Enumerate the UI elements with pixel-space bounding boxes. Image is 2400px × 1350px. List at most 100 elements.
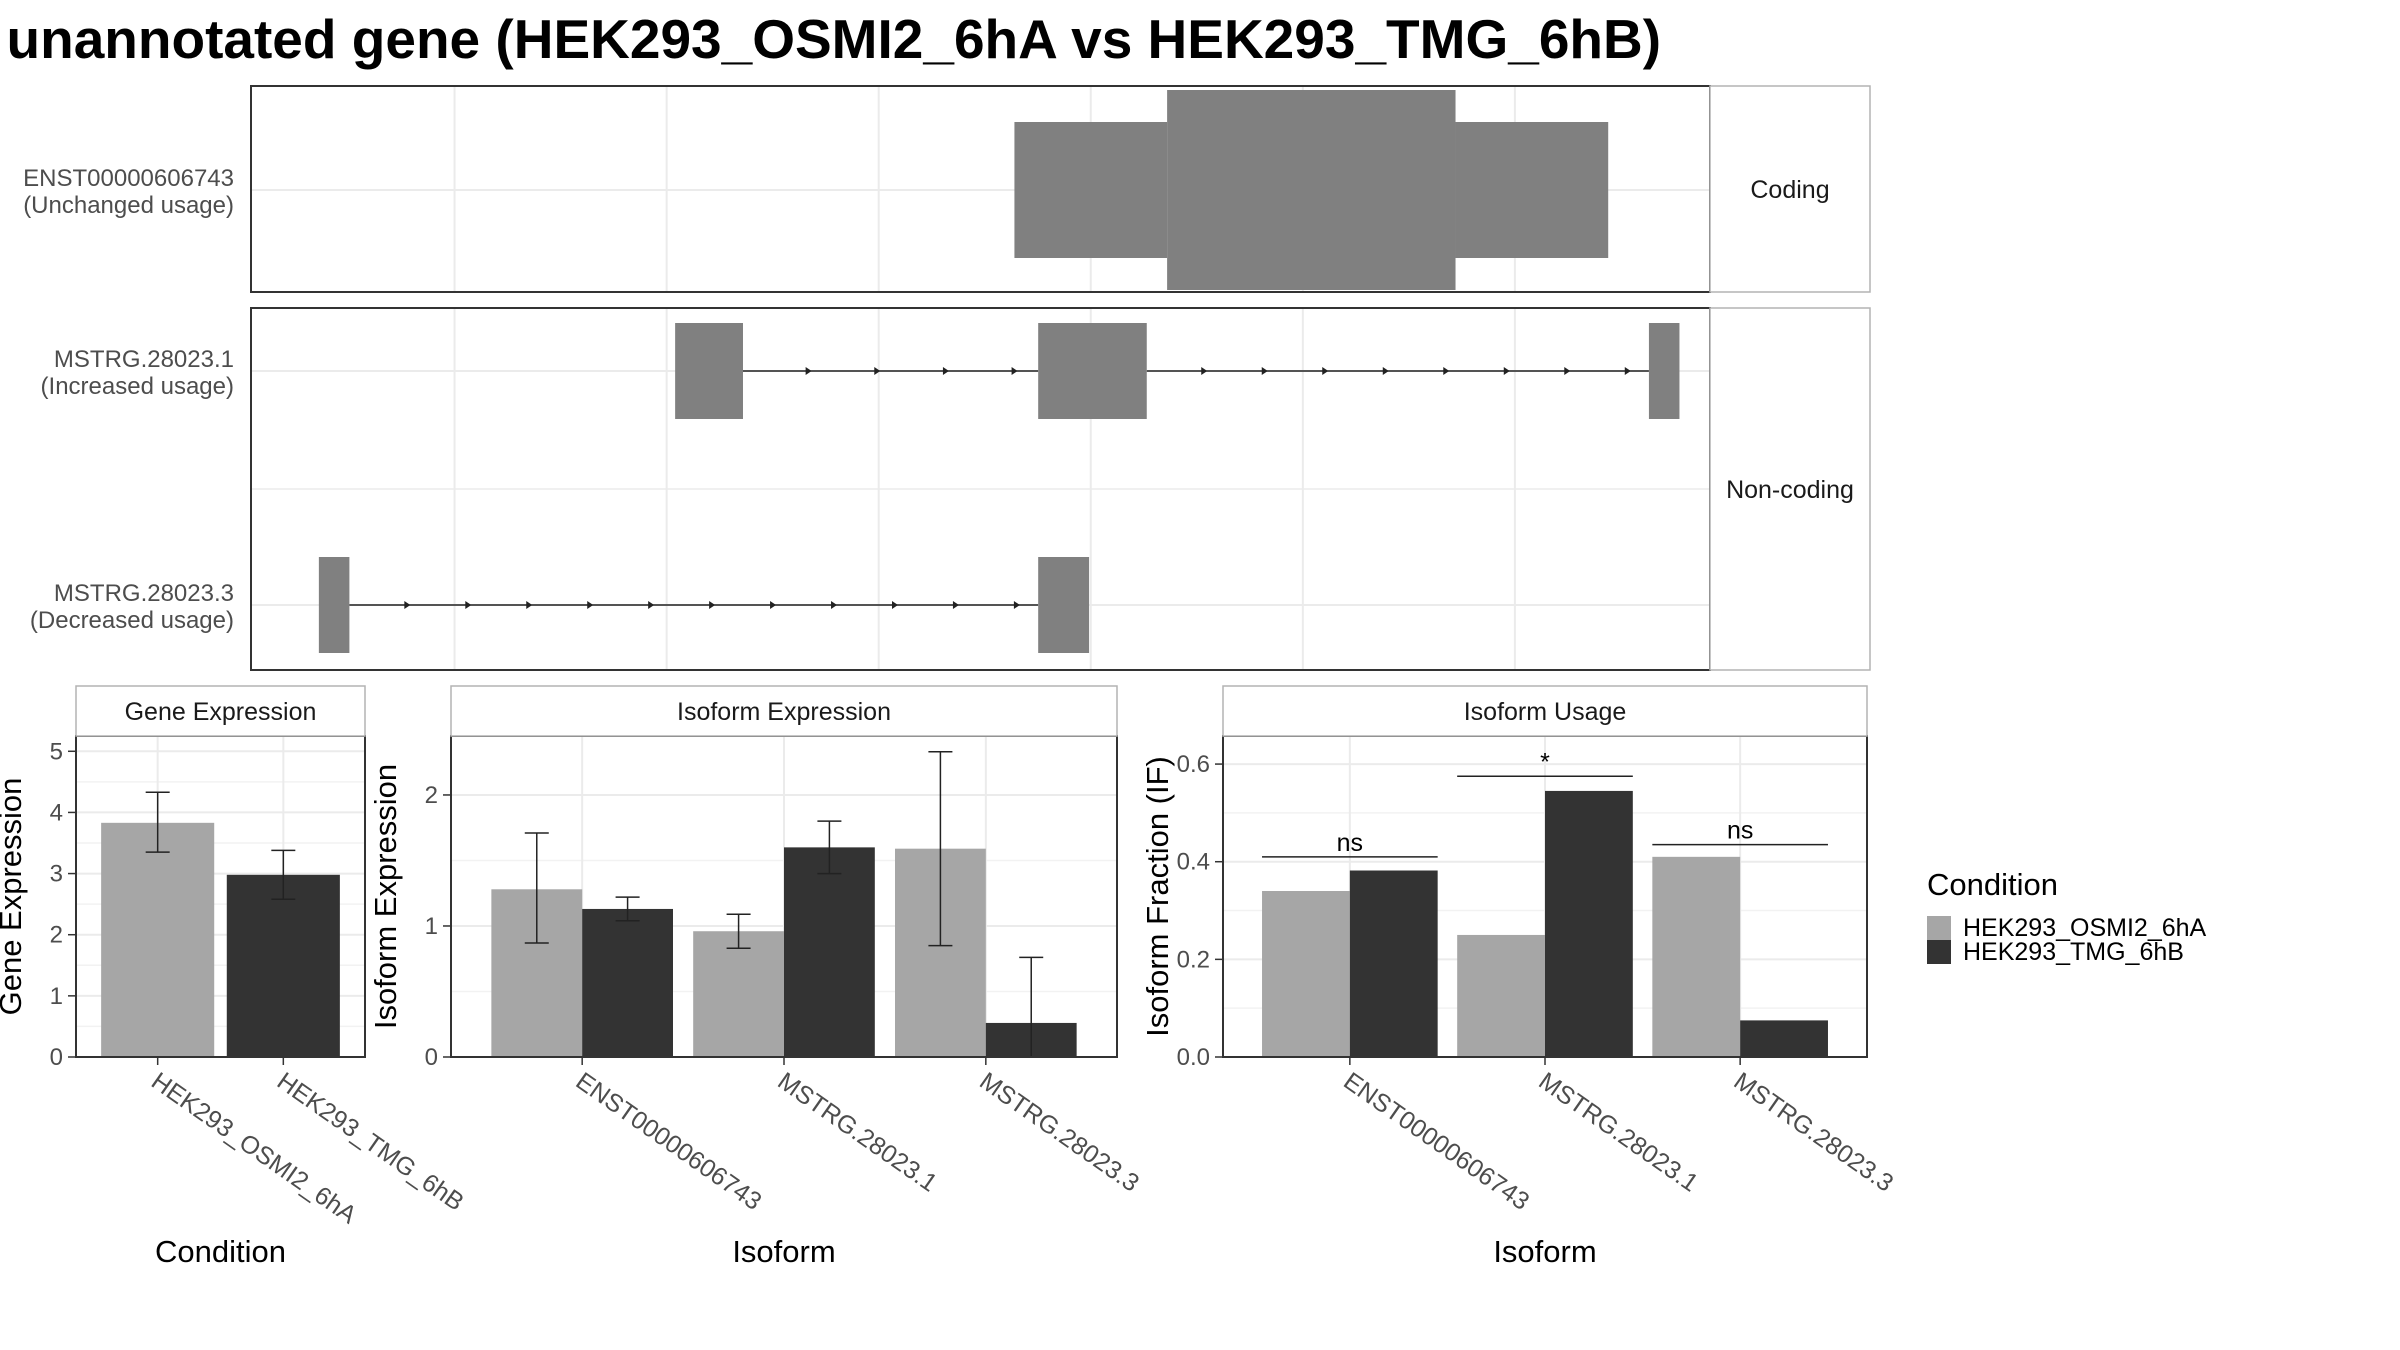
facet-strip	[1709, 85, 1871, 293]
y-tick-label: 0.0	[1177, 1044, 1210, 1071]
exon-block	[1167, 90, 1456, 290]
bar	[1349, 870, 1438, 1057]
intron-arrow	[1564, 367, 1571, 375]
significance-label: ns	[1337, 829, 1363, 857]
y-axis-title: Isoform Expression	[368, 764, 403, 1029]
bar	[101, 822, 215, 1057]
intron-arrow	[942, 367, 949, 375]
intron-arrow	[831, 601, 838, 609]
panel-strip-label: Isoform Usage	[1464, 698, 1627, 726]
x-axis-title: Condition	[155, 1234, 286, 1269]
x-tick-label: HEK293_OSMI2_6hA	[146, 1067, 362, 1230]
panel-strip	[1222, 685, 1868, 737]
intron-arrow	[709, 601, 716, 609]
exon-block	[675, 323, 743, 419]
intron-arrow	[1322, 367, 1329, 375]
bar	[1740, 1020, 1828, 1057]
isoform-id-label: MSTRG.28023.1	[54, 346, 234, 373]
bar	[1545, 790, 1633, 1057]
isoform-usage-label: (Increased usage)	[41, 373, 234, 400]
intron-arrow	[770, 601, 777, 609]
x-tick-label: ENST00000606743	[1338, 1067, 1534, 1216]
panel-isoform-usage: 0.0 0.2 0.4 0.6 ns * ns Isoform Usage ENST000006…	[1140, 685, 1899, 1269]
isoform-id-label: MSTRG.28023.3	[54, 580, 234, 607]
exon-block	[1455, 122, 1609, 258]
significance-label: ns	[1727, 817, 1753, 845]
facet-strip-label: Non-coding	[1726, 476, 1854, 504]
intron-arrow	[648, 601, 655, 609]
intron-arrow	[1011, 367, 1018, 375]
bar	[1652, 856, 1741, 1057]
exon-block	[1014, 122, 1168, 258]
intron-arrow	[952, 601, 959, 609]
y-axis-title: Gene Expression	[0, 778, 28, 1016]
legend-swatch	[1927, 916, 1951, 940]
legend-item-label: HEK293_OSMI2_6hA	[1963, 914, 2207, 942]
x-axis-title: Isoform	[732, 1234, 835, 1269]
panel-strip-label: Gene Expression	[125, 698, 317, 726]
isoform-track: ENST00000606743(Unchanged usage)	[23, 90, 1609, 290]
facet-strip	[1709, 307, 1871, 671]
panel-strip-label: Isoform Expression	[677, 698, 891, 726]
bar	[1457, 934, 1545, 1057]
structure-facet-non-coding: Non-coding	[250, 307, 1871, 671]
isoform-structure-plot: Coding Non-coding ENST00000606743(Unchange…	[23, 85, 1871, 671]
x-axis-title: Isoform	[1493, 1234, 1596, 1269]
y-tick-label: 0	[50, 1044, 63, 1071]
intron-arrow	[1201, 367, 1208, 375]
intron-arrow	[1013, 601, 1020, 609]
panel-strip	[450, 685, 1118, 737]
exon-block	[1038, 557, 1090, 653]
intron-arrow	[1503, 367, 1510, 375]
x-tick-label: MSTRG.28023.3	[974, 1067, 1144, 1198]
x-tick-label: MSTRG.28023.1	[1534, 1067, 1704, 1198]
bar	[226, 874, 340, 1057]
significance-label: *	[1540, 748, 1550, 776]
x-tick-label: MSTRG.28023.3	[1729, 1067, 1899, 1198]
y-tick-label: 0.6	[1177, 751, 1210, 778]
y-tick-label: 2	[50, 922, 63, 949]
y-tick-label: 3	[50, 861, 63, 888]
isoform-track: MSTRG.28023.3(Decreased usage)	[30, 557, 1090, 653]
intron-arrow	[1624, 367, 1631, 375]
y-tick-label: 2	[425, 782, 438, 809]
y-tick-label: 0	[425, 1044, 438, 1071]
y-tick-label: 1	[425, 913, 438, 940]
legend-swatch	[1927, 940, 1951, 964]
isoform-usage-label: (Unchanged usage)	[23, 192, 234, 219]
intron-arrow	[404, 601, 411, 609]
isoform-track: MSTRG.28023.1(Increased usage)	[41, 323, 1680, 419]
chart-title: Isoform switch in unannotated gene (HEK2…	[0, 8, 1661, 70]
intron-arrow	[465, 601, 472, 609]
x-tick-label: MSTRG.28023.1	[773, 1067, 943, 1198]
y-tick-label: 1	[50, 983, 63, 1010]
intron-arrow	[526, 601, 533, 609]
panel-strip	[75, 685, 366, 737]
isoform-id-label: ENST00000606743	[23, 165, 234, 192]
y-axis-title: Isoform Fraction (IF)	[1140, 756, 1175, 1037]
exon-block	[1038, 323, 1147, 419]
bar	[1262, 891, 1350, 1057]
intron-arrow	[1261, 367, 1268, 375]
y-tick-label: 4	[50, 799, 63, 826]
y-tick-label: 0.4	[1177, 849, 1210, 876]
bar	[582, 908, 673, 1057]
y-tick-label: 5	[50, 738, 63, 765]
y-tick-label: 0.2	[1177, 946, 1210, 973]
intron-arrow	[1382, 367, 1389, 375]
facet-strip-label: Coding	[1750, 176, 1829, 204]
intron-arrow	[587, 601, 594, 609]
bar	[784, 847, 875, 1057]
bar	[693, 931, 784, 1057]
legend-item-label: HEK293_TMG_6hB	[1963, 938, 2184, 966]
x-tick-label: ENST00000606743	[571, 1067, 767, 1216]
exon-block	[1648, 323, 1680, 419]
intron-arrow	[1443, 367, 1450, 375]
isoform-usage-label: (Decreased usage)	[30, 607, 234, 634]
exon-block	[318, 557, 350, 653]
intron-arrow	[874, 367, 881, 375]
legend-title: Condition	[1927, 867, 2058, 902]
